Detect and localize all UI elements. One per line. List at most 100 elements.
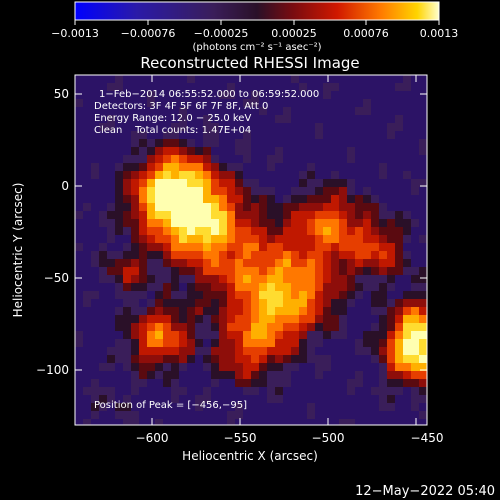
heatmap-cell [355, 371, 363, 379]
heatmap-cell [379, 147, 387, 155]
heatmap-cell [371, 307, 379, 315]
heatmap-cell [259, 179, 267, 187]
heatmap-cell [75, 155, 83, 163]
heatmap-cell [243, 387, 251, 395]
heatmap-cell [315, 363, 323, 371]
heatmap-cell [315, 115, 323, 123]
heatmap-cell [115, 243, 123, 251]
heatmap-cell [387, 387, 395, 395]
heatmap-cell [259, 219, 267, 227]
heatmap-cell [363, 251, 371, 259]
heatmap-cell [355, 75, 363, 83]
heatmap-cell [363, 187, 371, 195]
heatmap-cell [395, 91, 403, 99]
heatmap-cell [331, 371, 339, 379]
heatmap-cell [387, 355, 395, 363]
heatmap-cell [83, 83, 91, 91]
heatmap-cell [139, 283, 147, 291]
heatmap-cell [307, 275, 315, 283]
heatmap-cell [163, 243, 171, 251]
heatmap-cell [211, 83, 219, 91]
heatmap-cell [331, 307, 339, 315]
heatmap-cell [387, 227, 395, 235]
heatmap-cell [187, 179, 195, 187]
heatmap-cell [315, 307, 323, 315]
heatmap-cell [227, 331, 235, 339]
heatmap-cell [115, 315, 123, 323]
heatmap-cell [419, 251, 427, 259]
heatmap-cell [315, 91, 323, 99]
heatmap-cell [91, 171, 99, 179]
heatmap-cell [411, 107, 419, 115]
heatmap-cell [147, 131, 155, 139]
heatmap-cell [355, 283, 363, 291]
heatmap-cell [339, 99, 347, 107]
heatmap-cell [259, 107, 267, 115]
heatmap-cell [323, 315, 331, 323]
heatmap-cell [99, 403, 107, 411]
heatmap-cell [395, 379, 403, 387]
heatmap-cell [363, 267, 371, 275]
heatmap-cell [227, 171, 235, 179]
heatmap-cell [371, 419, 379, 425]
heatmap-cell [243, 403, 251, 411]
heatmap-cell [259, 99, 267, 107]
heatmap-cell [259, 387, 267, 395]
heatmap-cell [355, 99, 363, 107]
heatmap-cell [211, 155, 219, 163]
heatmap-cell [419, 419, 427, 425]
axis-ticks [75, 75, 427, 425]
info-detectors: Detectors: 3F 4F 5F 6F 7F 8F, Att 0 [94, 101, 268, 112]
heatmap-cell [267, 131, 275, 139]
heatmap-cell [307, 259, 315, 267]
heatmap-cell [315, 235, 323, 243]
heatmap-cell [355, 163, 363, 171]
heatmap-cell [91, 347, 99, 355]
heatmap-cell [131, 187, 139, 195]
heatmap-cell [219, 107, 227, 115]
heatmap-cell [403, 379, 411, 387]
heatmap-cell [299, 299, 307, 307]
heatmap-cell [347, 395, 355, 403]
heatmap-cell [299, 307, 307, 315]
heatmap-cell [179, 347, 187, 355]
heatmap-cell [195, 123, 203, 131]
heatmap-cell [131, 179, 139, 187]
heatmap-cell [395, 307, 403, 315]
heatmap-cell [131, 315, 139, 323]
heatmap-cell [83, 331, 91, 339]
heatmap-cell [251, 147, 259, 155]
heatmap-cell [355, 115, 363, 123]
heatmap-cell [323, 91, 331, 99]
heatmap-cell [387, 259, 395, 267]
heatmap-cell [315, 371, 323, 379]
heatmap-cell [371, 83, 379, 91]
heatmap-cell [75, 395, 83, 403]
heatmap-cell [139, 147, 147, 155]
heatmap-cell [139, 211, 147, 219]
heatmap-cell [355, 227, 363, 235]
heatmap-cell [203, 283, 211, 291]
heatmap-cell [211, 395, 219, 403]
heatmap-cell [147, 315, 155, 323]
heatmap-cell [419, 363, 427, 371]
heatmap-cell [299, 363, 307, 371]
heatmap-cell [371, 171, 379, 179]
heatmap-cell [155, 355, 163, 363]
heatmap-cell [275, 107, 283, 115]
heatmap-cell [387, 379, 395, 387]
heatmap-cell [187, 91, 195, 99]
heatmap-cell [307, 227, 315, 235]
heatmap-cell [363, 139, 371, 147]
heatmap-cell [195, 259, 203, 267]
heatmap-cell [363, 155, 371, 163]
heatmap-cell [235, 307, 243, 315]
heatmap-cell [355, 131, 363, 139]
heatmap-cell [83, 107, 91, 115]
heatmap-cell [235, 323, 243, 331]
heatmap-cell [307, 331, 315, 339]
heatmap-cell [203, 155, 211, 163]
heatmap-cell [139, 227, 147, 235]
heatmap-cell [195, 323, 203, 331]
heatmap-cell [211, 331, 219, 339]
